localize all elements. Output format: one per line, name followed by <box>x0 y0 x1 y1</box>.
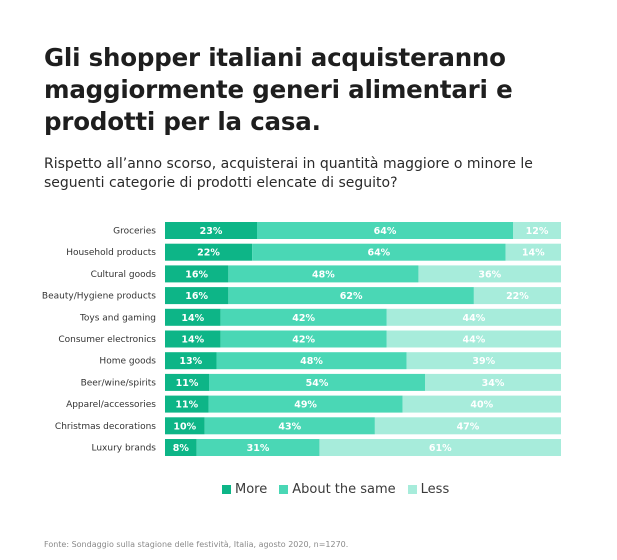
bar-about-the-same-cultural-goods <box>228 265 419 283</box>
data-label-less-household-products: 14% <box>522 248 545 259</box>
bar-about-the-same-home-goods <box>216 352 407 370</box>
bar-less-toys-and-gaming <box>386 308 561 326</box>
data-label-less-home-goods: 39% <box>472 356 495 367</box>
data-label-more-home-goods: 13% <box>179 356 202 367</box>
category-label-home-goods: Home goods <box>99 357 156 367</box>
data-label-less-toys-and-gaming: 44% <box>463 313 486 324</box>
category-label-beer-wine-spirits: Beer/wine/spirits <box>81 378 157 388</box>
data-label-more-cultural-goods: 16% <box>185 269 208 280</box>
bar-less-household-products <box>505 243 561 261</box>
legend-label-about-the-same: About the same <box>292 482 396 497</box>
bar-more-consumer-electronics <box>165 330 221 348</box>
data-label-about-the-same-beer-wine-spirits: 54% <box>306 378 329 389</box>
data-label-more-groceries: 23% <box>200 226 223 237</box>
bar-about-the-same-apparel-accessories <box>208 395 403 413</box>
data-label-about-the-same-household-products: 64% <box>367 248 390 259</box>
data-label-about-the-same-groceries: 64% <box>374 226 397 237</box>
data-label-more-beauty-hygiene-products: 16% <box>185 291 208 302</box>
data-label-more-beer-wine-spirits: 11% <box>176 378 199 389</box>
data-label-about-the-same-christmas-decorations: 43% <box>278 421 301 432</box>
data-label-less-luxury-brands: 61% <box>429 443 452 454</box>
data-label-more-toys-and-gaming: 14% <box>181 313 204 324</box>
data-label-less-beer-wine-spirits: 34% <box>482 378 505 389</box>
data-label-about-the-same-home-goods: 48% <box>300 356 323 367</box>
data-label-less-cultural-goods: 36% <box>478 269 501 280</box>
bar-about-the-same-groceries <box>257 222 513 239</box>
category-label-christmas-decorations: Christmas decorations <box>55 422 156 432</box>
legend-swatch-less <box>407 485 417 494</box>
data-label-about-the-same-toys-and-gaming: 42% <box>292 313 315 324</box>
bar-about-the-same-household-products <box>252 243 506 261</box>
bar-less-christmas-decorations <box>374 417 561 435</box>
legend-item-less: Less <box>407 482 450 497</box>
category-label-cultural-goods: Cultural goods <box>91 270 157 280</box>
bar-about-the-same-beauty-hygiene-products <box>228 287 474 305</box>
data-label-more-christmas-decorations: 10% <box>173 421 196 432</box>
chart-legend: More About the same Less <box>222 482 449 497</box>
category-label-beauty-hygiene-products: Beauty/Hygiene products <box>42 292 156 302</box>
data-label-less-beauty-hygiene-products: 22% <box>506 291 529 302</box>
legend-item-about-the-same: About the same <box>279 482 396 497</box>
data-label-more-apparel-accessories: 11% <box>175 400 198 411</box>
bar-more-beer-wine-spirits <box>165 373 209 391</box>
bar-about-the-same-toys-and-gaming <box>220 308 387 326</box>
bar-less-apparel-accessories <box>402 395 561 413</box>
data-label-less-groceries: 12% <box>526 226 549 237</box>
data-label-more-consumer-electronics: 14% <box>181 335 204 346</box>
bar-less-luxury-brands <box>319 439 561 456</box>
legend-swatch-more <box>222 485 231 494</box>
bar-about-the-same-luxury-brands <box>196 439 320 456</box>
chart-subtitle: Rispetto all’anno scorso, acquisterai in… <box>44 156 533 191</box>
chart-title: Gli shopper italiani acquisteranno maggi… <box>44 43 513 136</box>
data-label-about-the-same-consumer-electronics: 42% <box>292 335 315 346</box>
legend-item-more: More <box>222 482 267 497</box>
category-label-groceries: Groceries <box>113 227 156 237</box>
bar-more-apparel-accessories <box>165 395 209 413</box>
legend-label-less: Less <box>420 482 450 497</box>
data-label-about-the-same-apparel-accessories: 49% <box>294 400 317 411</box>
bar-less-consumer-electronics <box>386 330 561 348</box>
bar-less-cultural-goods <box>418 265 561 283</box>
category-label-toys-and-gaming: Toys and gaming <box>79 313 156 323</box>
legend-swatch-about-the-same <box>279 485 289 494</box>
bar-about-the-same-consumer-electronics <box>220 330 387 348</box>
bar-less-beer-wine-spirits <box>425 373 561 391</box>
category-label-household-products: Household products <box>66 248 156 258</box>
bar-more-cultural-goods <box>165 265 229 283</box>
category-label-apparel-accessories: Apparel/accessories <box>66 400 156 410</box>
bar-about-the-same-christmas-decorations <box>204 417 375 435</box>
legend-label-more: More <box>235 482 268 497</box>
bar-more-luxury-brands <box>165 439 197 456</box>
bar-about-the-same-beer-wine-spirits <box>209 373 425 391</box>
bar-less-home-goods <box>406 352 561 370</box>
data-label-about-the-same-beauty-hygiene-products: 62% <box>340 291 363 302</box>
data-label-about-the-same-luxury-brands: 31% <box>247 443 270 454</box>
bar-less-groceries <box>513 222 561 239</box>
data-label-more-luxury-brands: 8% <box>173 443 190 454</box>
data-label-more-household-products: 22% <box>197 248 220 259</box>
bar-more-groceries <box>165 222 257 239</box>
data-label-about-the-same-cultural-goods: 48% <box>312 269 335 280</box>
category-label-luxury-brands: Luxury brands <box>91 444 156 454</box>
data-label-less-apparel-accessories: 40% <box>470 400 493 411</box>
data-label-less-christmas-decorations: 47% <box>457 421 480 432</box>
bar-more-beauty-hygiene-products <box>165 287 229 305</box>
bar-more-christmas-decorations <box>165 417 205 435</box>
data-label-less-consumer-electronics: 44% <box>463 335 486 346</box>
bar-more-household-products <box>165 243 253 261</box>
category-label-consumer-electronics: Consumer electronics <box>58 335 156 345</box>
bar-more-toys-and-gaming <box>165 308 221 326</box>
source-note: Fonte: Sondaggio sulla stagione delle fe… <box>44 540 349 549</box>
stacked-bar-chart: Groceries 23% 64% 12% Household products 22% 6… <box>42 222 561 456</box>
bar-less-beauty-hygiene-products <box>473 287 561 305</box>
bar-more-home-goods <box>165 352 217 370</box>
